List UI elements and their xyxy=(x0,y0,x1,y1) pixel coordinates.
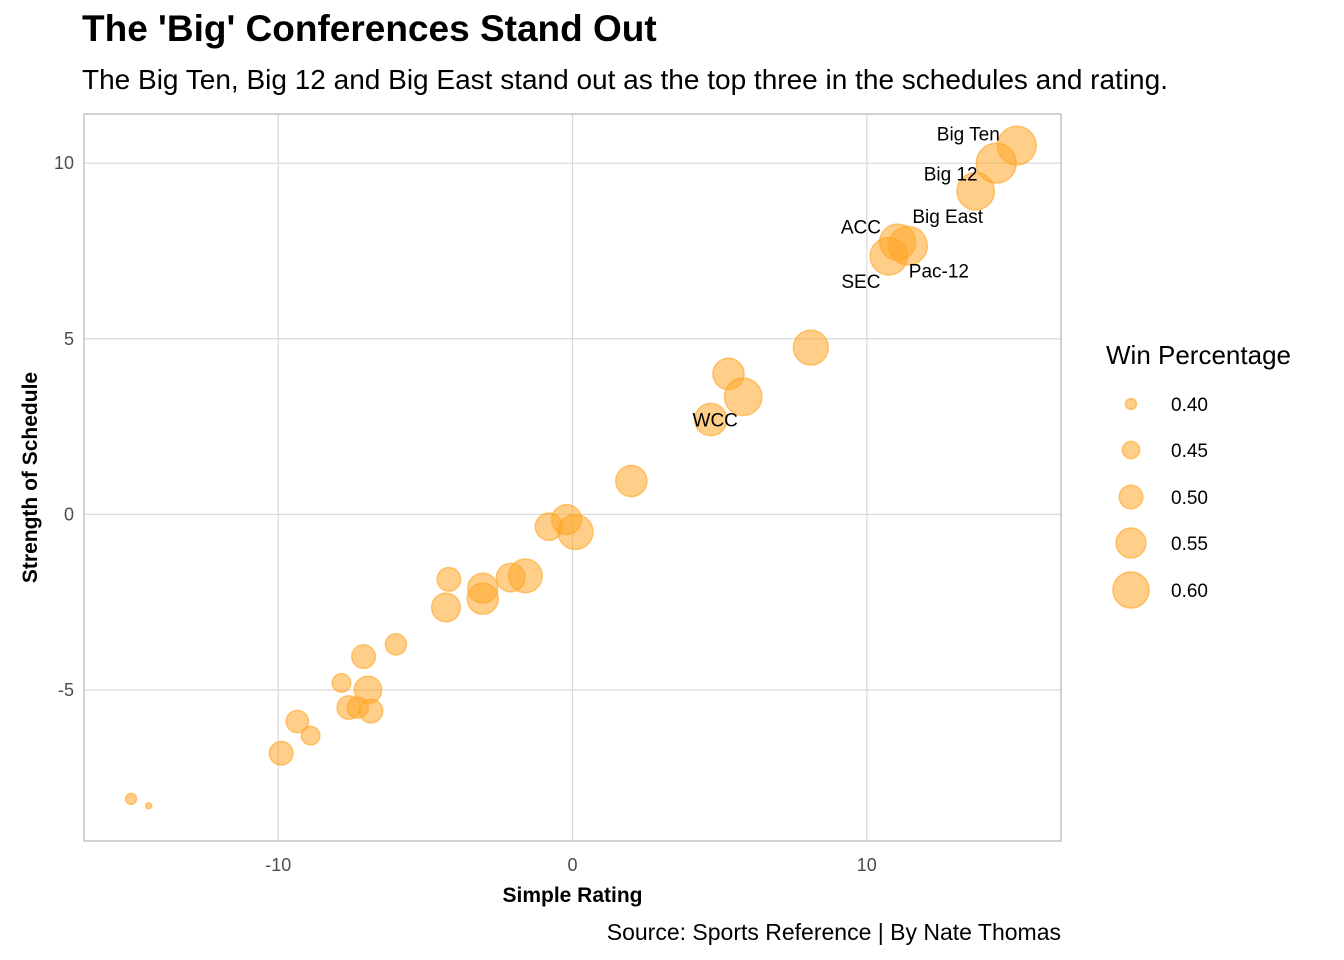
data-point xyxy=(792,329,830,366)
legend-key xyxy=(1124,397,1138,411)
chart-subtitle: The Big Ten, Big 12 and Big East stand o… xyxy=(82,64,1168,95)
point-label: Pac-12 xyxy=(909,261,969,282)
point-label: Big 12 xyxy=(924,165,978,186)
y-tick-label: -5 xyxy=(58,680,74,700)
legend-label: 0.60 xyxy=(1171,581,1208,602)
point-label: ACC xyxy=(841,217,881,238)
point-labels: Big Ten Big 12 Big East ACC Pac-12 SEC WCC xyxy=(693,124,1000,431)
data-point xyxy=(285,709,310,734)
grid-lines xyxy=(84,114,1061,841)
chart-title: The 'Big' Conferences Stand Out xyxy=(82,8,657,49)
data-point xyxy=(495,562,526,593)
point-label: SEC xyxy=(841,272,880,293)
data-point xyxy=(975,142,1018,184)
x-tick-label: 10 xyxy=(857,855,877,875)
axis-ticks: -10 0 10 -5 0 5 10 xyxy=(54,153,877,875)
legend-label: 0.45 xyxy=(1171,441,1208,462)
legend-label: 0.55 xyxy=(1171,534,1208,555)
point-label: Big Ten xyxy=(937,124,1000,145)
y-axis-title: Strength of Schedule xyxy=(19,372,42,583)
legend-title: Win Percentage xyxy=(1106,340,1291,370)
data-point xyxy=(331,672,352,694)
data-point xyxy=(869,236,909,276)
data-point xyxy=(384,633,408,656)
chart-caption: Source: Sports Reference | By Nate Thoma… xyxy=(607,919,1061,945)
y-tick-label: 10 xyxy=(54,153,74,173)
data-points xyxy=(124,125,1037,810)
point-label: Big East xyxy=(912,207,983,228)
data-point xyxy=(358,698,384,724)
data-point xyxy=(124,792,138,806)
data-point xyxy=(615,464,648,498)
x-axis-title: Simple Rating xyxy=(502,884,642,907)
data-point xyxy=(268,740,294,766)
legend-key xyxy=(1118,484,1144,510)
data-point xyxy=(436,566,462,592)
legend-label: 0.50 xyxy=(1171,488,1208,509)
size-legend: Win Percentage 0.40 0.45 0.50 0.55 0.60 xyxy=(1106,340,1291,609)
data-point xyxy=(557,513,594,551)
data-point xyxy=(430,592,462,623)
plot-panel-border xyxy=(83,113,1062,842)
data-point xyxy=(723,377,763,417)
data-point xyxy=(350,644,377,670)
legend-label: 0.40 xyxy=(1171,395,1208,416)
x-tick-label: 0 xyxy=(567,855,577,875)
legend-key xyxy=(1115,527,1147,559)
x-tick-label: -10 xyxy=(265,855,291,875)
y-tick-label: 5 xyxy=(64,329,74,349)
data-point xyxy=(300,725,321,746)
data-point xyxy=(956,171,996,211)
data-point xyxy=(466,582,500,616)
data-point xyxy=(693,402,728,437)
data-point xyxy=(144,802,153,810)
legend-key xyxy=(1121,440,1141,460)
point-label: WCC xyxy=(693,411,738,432)
legend-key xyxy=(1112,571,1150,609)
y-tick-label: 0 xyxy=(64,504,74,524)
